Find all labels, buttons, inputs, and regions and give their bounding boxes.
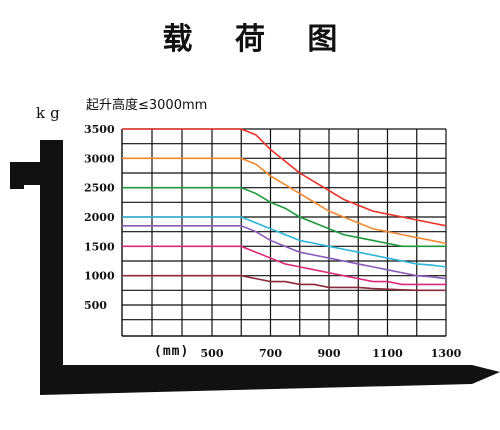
x-tick-label: 1300: [431, 347, 462, 360]
chart-ticks: 500 1000 1500 2000 2500 3000 3500 500 700 900 1100…: [84, 123, 462, 360]
chart-subtitle: 起升高度≤3000mm: [86, 98, 208, 113]
page-title: 载 荷 图: [162, 22, 354, 57]
fork-shank: [40, 140, 63, 365]
series-line-5: [122, 225, 447, 280]
y-tick-label: 1000: [84, 270, 115, 283]
y-tick-label: 2000: [84, 211, 115, 224]
y-tick-label: 3000: [84, 152, 115, 165]
fork-blade: [40, 365, 500, 395]
series-line-7: [122, 274, 446, 292]
y-axis-unit: kg: [36, 104, 65, 122]
y-tick-label: 3500: [84, 123, 115, 136]
fork-illustration: [10, 140, 500, 395]
x-tick-label: 700: [259, 347, 282, 360]
chart-series-group: [122, 128, 447, 292]
series-line-3: [122, 186, 446, 248]
x-axis-unit: (mm): [154, 344, 190, 359]
x-tick-label: 900: [318, 347, 341, 360]
series-line-2: [122, 157, 447, 245]
y-tick-label: 2500: [84, 182, 115, 195]
x-tick-label: 500: [201, 347, 224, 360]
y-tick-label: 500: [84, 299, 107, 312]
series-line-1: [122, 128, 447, 227]
series-line-6: [122, 245, 446, 286]
x-tick-label: 1100: [372, 347, 403, 360]
series-line-4: [122, 216, 447, 268]
y-tick-label: 1500: [84, 240, 115, 253]
